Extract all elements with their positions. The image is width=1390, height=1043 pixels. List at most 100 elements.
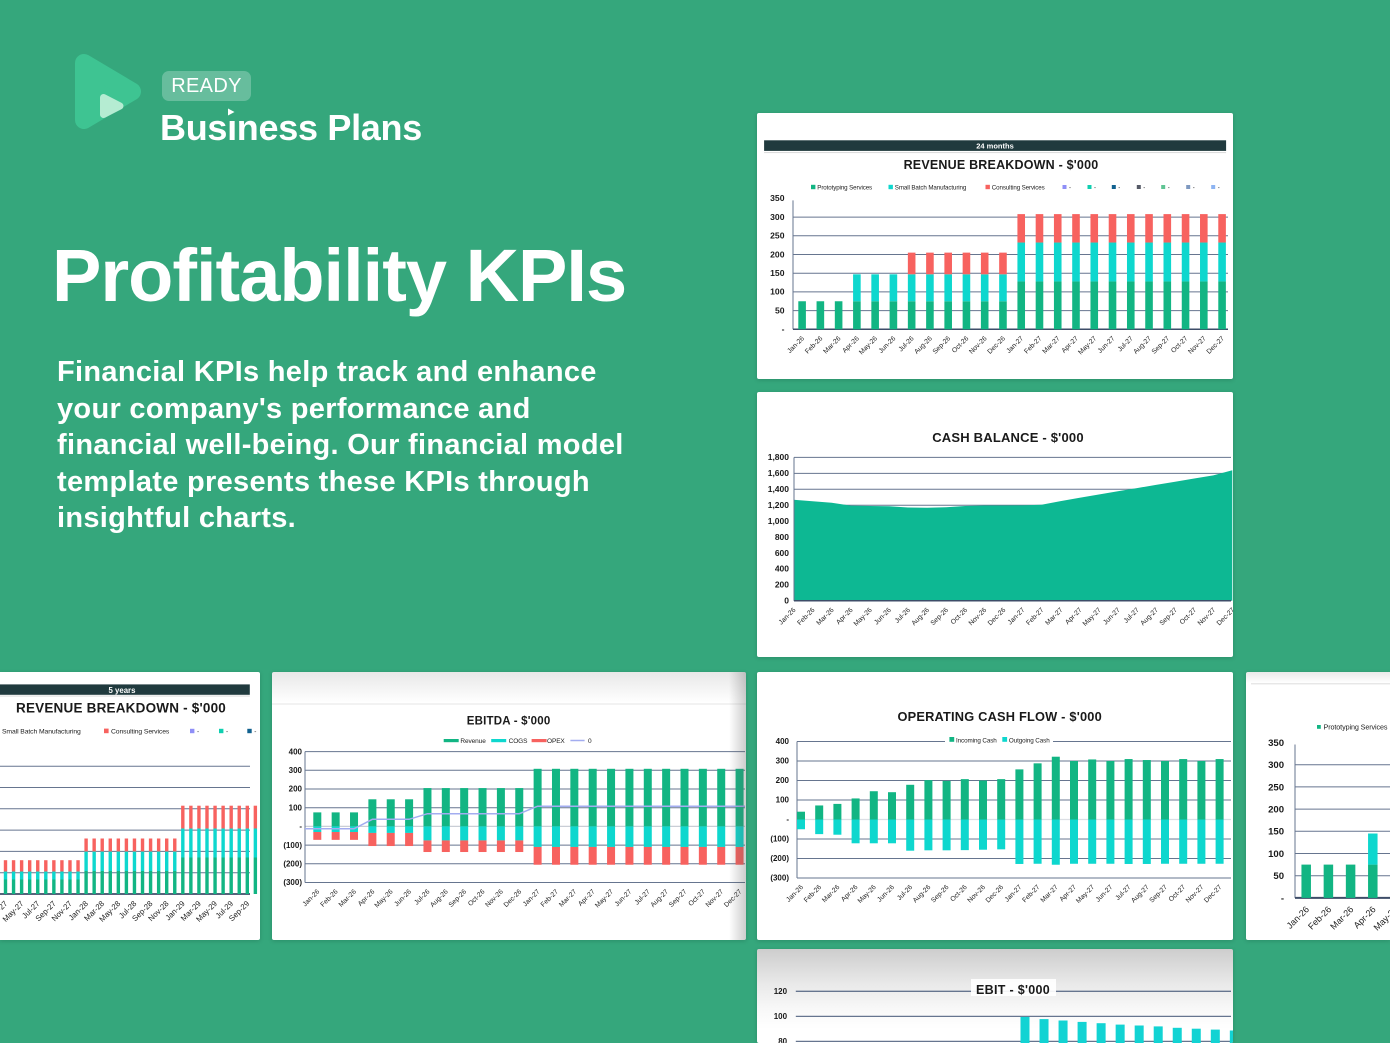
svg-text:Dec-26: Dec-26 <box>986 335 1007 356</box>
svg-text:May-27: May-27 <box>1075 884 1096 905</box>
svg-text:80: 80 <box>778 1036 787 1043</box>
svg-text:150: 150 <box>1268 827 1284 838</box>
svg-text:Nov-27: Nov-27 <box>1187 335 1208 356</box>
svg-text:Oct-27: Oct-27 <box>1168 884 1188 904</box>
svg-text:Mar-26: Mar-26 <box>1328 905 1355 932</box>
svg-text:Sep-27: Sep-27 <box>1151 335 1172 356</box>
svg-text:Feb-26: Feb-26 <box>803 884 823 904</box>
svg-text:-: - <box>1118 185 1120 191</box>
svg-text:OPEX: OPEX <box>547 738 565 745</box>
svg-text:Nov-26: Nov-26 <box>968 606 989 627</box>
svg-text:Aug-26: Aug-26 <box>911 606 932 627</box>
svg-text:Sep-26: Sep-26 <box>930 606 951 627</box>
svg-text:Aug-26: Aug-26 <box>913 335 934 356</box>
svg-text:-: - <box>782 324 785 334</box>
svg-text:50: 50 <box>775 305 785 315</box>
svg-text:Mar-27: Mar-27 <box>1044 606 1064 626</box>
svg-text:150: 150 <box>770 268 785 278</box>
svg-text:-: - <box>226 729 228 736</box>
svg-text:Jan-26: Jan-26 <box>778 606 798 626</box>
svg-text:400: 400 <box>775 563 789 573</box>
svg-text:REVENUE BREAKDOWN - $'000: REVENUE BREAKDOWN - $'000 <box>904 158 1099 172</box>
svg-text:EBITDA - $'000: EBITDA - $'000 <box>466 716 550 728</box>
svg-text:Sep-26: Sep-26 <box>447 889 468 910</box>
svg-text:400: 400 <box>288 748 302 757</box>
svg-text:Feb-26: Feb-26 <box>796 606 816 626</box>
svg-text:Nov-27: Nov-27 <box>1185 884 1206 905</box>
svg-text:Aug-27: Aug-27 <box>1139 606 1160 627</box>
svg-text:(200): (200) <box>770 854 789 863</box>
svg-text:Oct-27: Oct-27 <box>1179 606 1199 626</box>
svg-text:1,000: 1,000 <box>768 516 790 526</box>
svg-text:350: 350 <box>1268 738 1284 749</box>
svg-text:REVENUE BREAKDOWN - $'000: REVENUE BREAKDOWN - $'000 <box>16 701 226 716</box>
svg-text:COGS: COGS <box>508 738 528 745</box>
svg-text:Nov-27: Nov-27 <box>1197 606 1218 627</box>
svg-text:200: 200 <box>1268 805 1284 816</box>
svg-text:Nov-26: Nov-26 <box>484 889 505 910</box>
svg-text:Mar-26: Mar-26 <box>337 889 357 909</box>
svg-text:300: 300 <box>1268 760 1284 771</box>
svg-text:Dec-26: Dec-26 <box>987 606 1008 627</box>
svg-text:Sep-27: Sep-27 <box>668 889 689 910</box>
svg-text:Jun-26: Jun-26 <box>876 884 896 904</box>
svg-text:350: 350 <box>770 193 785 203</box>
svg-text:24 months: 24 months <box>976 141 1014 150</box>
svg-text:May-27: May-27 <box>594 889 615 910</box>
svg-text:OPERATING CASH FLOW - $'000: OPERATING CASH FLOW - $'000 <box>897 709 1101 724</box>
svg-text:Prototyping Services: Prototyping Services <box>817 184 872 191</box>
svg-text:(300): (300) <box>283 878 302 887</box>
svg-text:(300): (300) <box>770 874 789 883</box>
svg-text:100: 100 <box>1268 849 1284 860</box>
svg-text:-: - <box>1143 185 1145 191</box>
svg-text:Nov-27: Nov-27 <box>704 889 725 910</box>
svg-text:Incoming Cash: Incoming Cash <box>956 738 997 745</box>
svg-text:Jun-27: Jun-27 <box>1102 606 1122 626</box>
svg-text:EBIT - $'000: EBIT - $'000 <box>976 983 1050 997</box>
svg-text:(200): (200) <box>283 860 302 869</box>
svg-text:-: - <box>1218 185 1220 191</box>
svg-text:1,800: 1,800 <box>768 452 790 462</box>
svg-text:Jun-27: Jun-27 <box>1095 884 1115 904</box>
svg-text:Mar-26: Mar-26 <box>822 335 842 355</box>
svg-text:Jul-26: Jul-26 <box>894 606 912 624</box>
svg-text:Sep-26: Sep-26 <box>932 335 953 356</box>
svg-text:Jan-27: Jan-27 <box>1004 884 1024 904</box>
svg-text:Aug-26: Aug-26 <box>912 884 933 905</box>
svg-text:Mar-27: Mar-27 <box>1040 884 1060 904</box>
svg-text:May-26: May-26 <box>853 606 874 627</box>
svg-text:200: 200 <box>776 776 790 785</box>
svg-text:(100): (100) <box>770 835 789 844</box>
svg-text:200: 200 <box>775 579 789 589</box>
svg-text:May-26: May-26 <box>857 884 878 905</box>
svg-text:Consulting Services: Consulting Services <box>992 184 1045 191</box>
svg-text:Jun-26: Jun-26 <box>393 889 413 909</box>
svg-text:800: 800 <box>775 531 789 541</box>
svg-text:0: 0 <box>588 738 592 745</box>
svg-text:Mar-26: Mar-26 <box>815 606 835 626</box>
svg-text:Oct-26: Oct-26 <box>949 884 969 904</box>
svg-text:Dec-27: Dec-27 <box>1216 606 1233 627</box>
svg-text:Dec-27: Dec-27 <box>1206 335 1227 356</box>
svg-text:-: - <box>254 729 256 736</box>
svg-text:Feb-26: Feb-26 <box>804 335 824 355</box>
svg-text:300: 300 <box>288 766 302 775</box>
svg-text:Jun-26: Jun-26 <box>878 335 898 355</box>
svg-text:Feb-26: Feb-26 <box>1306 905 1333 932</box>
svg-text:May-26: May-26 <box>373 889 394 910</box>
svg-text:Sep-27: Sep-27 <box>1148 884 1169 905</box>
svg-text:Oct-26: Oct-26 <box>951 335 971 355</box>
svg-text:600: 600 <box>775 547 789 557</box>
svg-text:Nov-26: Nov-26 <box>968 335 989 356</box>
svg-text:1,400: 1,400 <box>768 484 790 494</box>
svg-text:Jun-26: Jun-26 <box>873 606 893 626</box>
svg-text:Oct-26: Oct-26 <box>950 606 970 626</box>
svg-text:250: 250 <box>1268 783 1284 794</box>
svg-text:Mar-26: Mar-26 <box>821 884 841 904</box>
svg-text:CASH BALANCE - $'000: CASH BALANCE - $'000 <box>932 430 1084 445</box>
svg-text:Aug-27: Aug-27 <box>649 889 670 910</box>
svg-text:Aug-27: Aug-27 <box>1132 335 1153 356</box>
svg-text:-: - <box>1280 894 1283 905</box>
svg-text:Outgoing Cash: Outgoing Cash <box>1009 738 1050 745</box>
svg-text:300: 300 <box>770 212 785 222</box>
